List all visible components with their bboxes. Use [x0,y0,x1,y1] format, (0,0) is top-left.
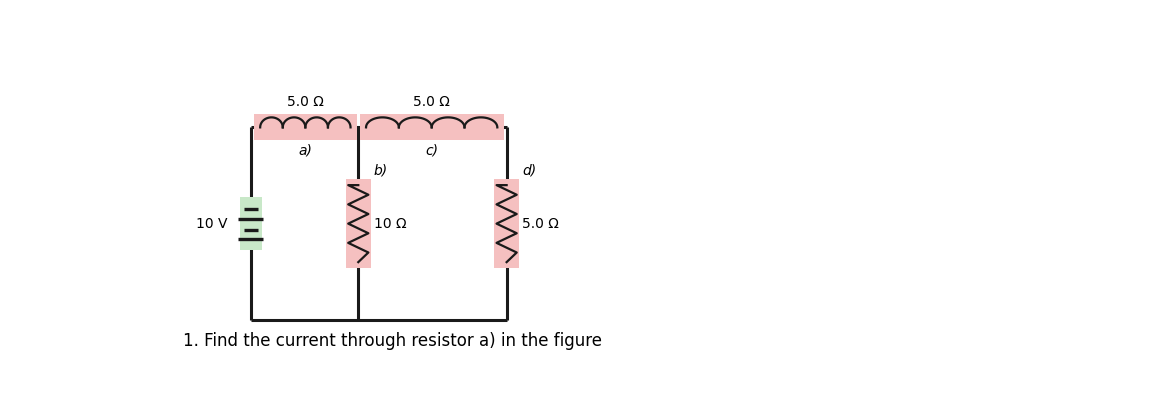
Bar [360,114,503,140]
Text: b): b) [373,164,388,177]
Text: 10 V: 10 V [197,217,228,231]
Bar [240,197,262,250]
Text: 1. Find the current through resistor a) in the figure: 1. Find the current through resistor a) … [183,332,601,350]
Text: a): a) [298,144,312,158]
Bar [346,179,371,268]
Text: 5.0 Ω: 5.0 Ω [522,217,559,231]
Text: c): c) [425,144,439,158]
Bar [254,114,357,140]
Text: d): d) [522,164,536,177]
Bar [494,179,519,268]
Text: 5.0 Ω: 5.0 Ω [287,95,324,109]
Text: 10 Ω: 10 Ω [373,217,406,231]
Text: 5.0 Ω: 5.0 Ω [413,95,450,109]
